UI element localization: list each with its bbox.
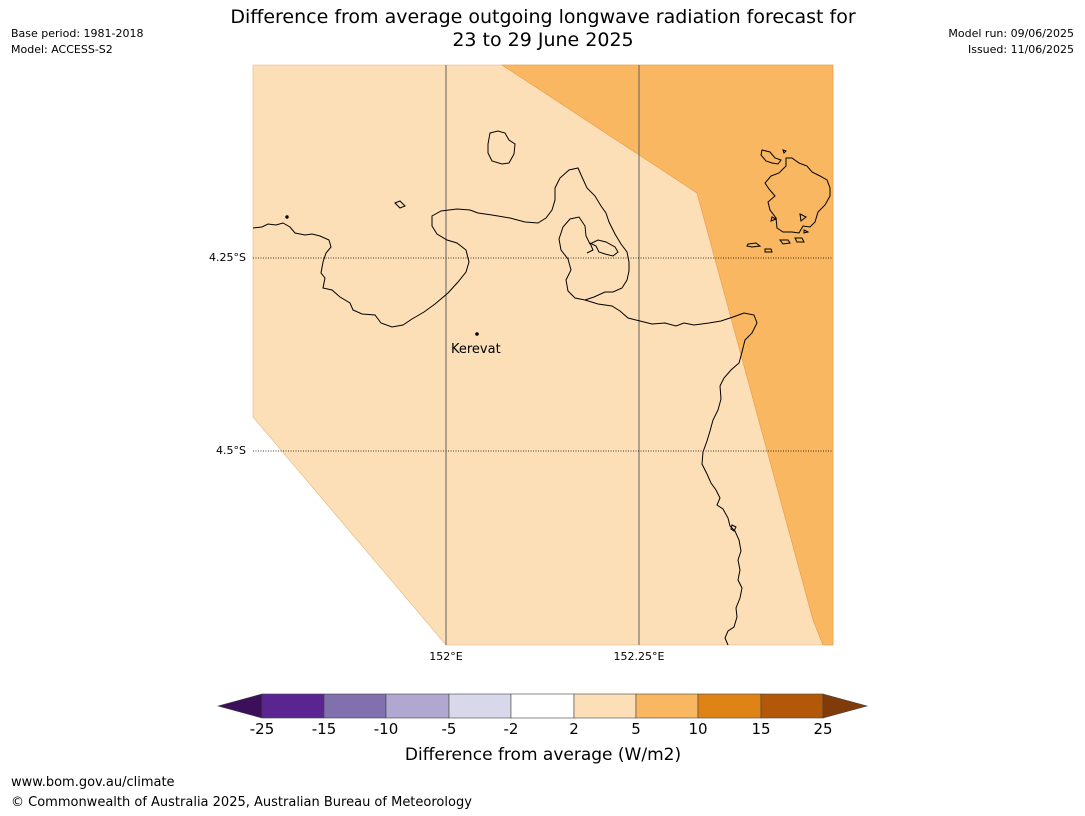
colorbar-title: Difference from average (W/m2) (404, 745, 682, 765)
map-title: Difference from average outgoing longwav… (193, 6, 893, 52)
colorbar-swatch-neg2-2 (510, 693, 575, 719)
colorbar-tick: 2 (569, 720, 579, 738)
colorbar (216, 693, 869, 719)
colorbar-swatch-neg5-neg10 (385, 693, 450, 719)
colorbar-tick: -15 (311, 720, 337, 738)
colorbar-swatch-15-25 (760, 693, 824, 719)
colorbar-tick: -5 (441, 720, 457, 738)
footer-url: www.bom.gov.au/climate (11, 775, 175, 790)
model-text: Model: ACCESS-S2 (11, 43, 113, 56)
colorbar-swatch-5-10 (635, 693, 699, 719)
colorbar-swatch-2-5 (573, 693, 637, 719)
colorbar-swatch-neg2-neg5 (448, 693, 512, 719)
colorbar-tick: -10 (373, 720, 399, 738)
colorbar-tick: 25 (813, 720, 833, 738)
issued-text: Issued: 11/06/2025 (967, 43, 1074, 56)
colorbar-swatch-neg15-neg25 (261, 693, 325, 719)
base-period-text: Base period: 1981-2018 (11, 27, 144, 40)
colorbar-max-arrow (822, 693, 869, 719)
colorbar-swatch-10-15 (697, 693, 762, 719)
lat-label-4-5: 4.5°S (216, 444, 246, 457)
title-line-1: Difference from average outgoing longwav… (230, 6, 856, 28)
coastline (252, 130, 831, 646)
colorbar-tick: 15 (751, 720, 771, 738)
lon-label-152-25: 152.25°E (613, 650, 665, 663)
colorbar-tick: -25 (249, 720, 275, 738)
lon-label-152: 152°E (429, 650, 463, 663)
colorbar-tick: 5 (631, 720, 641, 738)
colorbar-swatch-neg10-neg15 (323, 693, 387, 719)
colorbar-tick: -2 (503, 720, 519, 738)
colorbar-min-arrow (216, 693, 263, 719)
kerevat-label: Kerevat (451, 342, 501, 357)
footer-copyright: © Commonwealth of Australia 2025, Austra… (11, 795, 472, 810)
colorbar-tick: 10 (688, 720, 708, 738)
lat-label-4-25: 4.25°S (209, 251, 246, 264)
band-5-to-10-area (500, 64, 834, 646)
metadata-right: Model run: 09/06/2025 Issued: 11/06/2025 (948, 26, 1074, 58)
model-run-text: Model run: 09/06/2025 (948, 27, 1074, 40)
metadata-left: Base period: 1981-2018 Model: ACCESS-S2 (11, 26, 143, 58)
title-line-2: 23 to 29 June 2025 (452, 29, 634, 51)
kerevat-marker (475, 332, 479, 336)
